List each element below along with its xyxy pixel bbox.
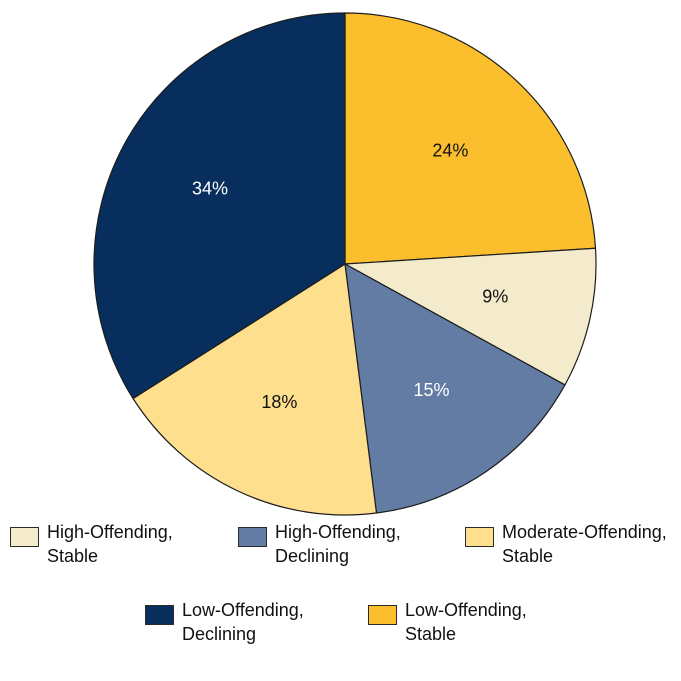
legend-item-low-offending-stable: Low-Offending, Stable [368, 598, 527, 646]
legend-label: High-Offending, Declining [275, 522, 401, 566]
slice-value-label: 9% [482, 286, 508, 306]
slice-value-label: 18% [261, 392, 297, 412]
slice-value-label: 24% [432, 140, 468, 160]
legend-label: Low-Offending, Declining [182, 600, 304, 644]
legend-swatch [145, 605, 174, 625]
legend-swatch [238, 527, 267, 547]
pie-slice-moderate-offending-stable [132, 263, 378, 516]
pie-slice-high-offending-stable [344, 247, 597, 386]
legend-swatch [10, 527, 39, 547]
legend-label: Low-Offending, Stable [405, 600, 527, 644]
legend-item-high-offending-stable: High-Offending, Stable [10, 520, 173, 568]
legend-item-moderate-offending-stable: Moderate-Offending, Stable [465, 520, 667, 568]
pie-slice-low-offending-stable [344, 12, 597, 265]
pie-slice-low-offending-declining [93, 12, 346, 400]
legend-label: High-Offending, Stable [47, 522, 173, 566]
legend-item-low-offending-declining: Low-Offending, Declining [145, 598, 304, 646]
slice-value-label: 34% [192, 179, 228, 199]
legend-swatch [368, 605, 397, 625]
slice-labels: 24% 9% 15% 18% 34% [192, 140, 508, 412]
legend-swatch [465, 527, 494, 547]
slice-value-label: 15% [414, 380, 450, 400]
legend-label: Moderate-Offending, Stable [502, 522, 667, 566]
pie-slice-high-offending-declining [344, 263, 566, 514]
legend-item-high-offending-declining: High-Offending, Declining [238, 520, 401, 568]
pie-slices [93, 12, 597, 516]
